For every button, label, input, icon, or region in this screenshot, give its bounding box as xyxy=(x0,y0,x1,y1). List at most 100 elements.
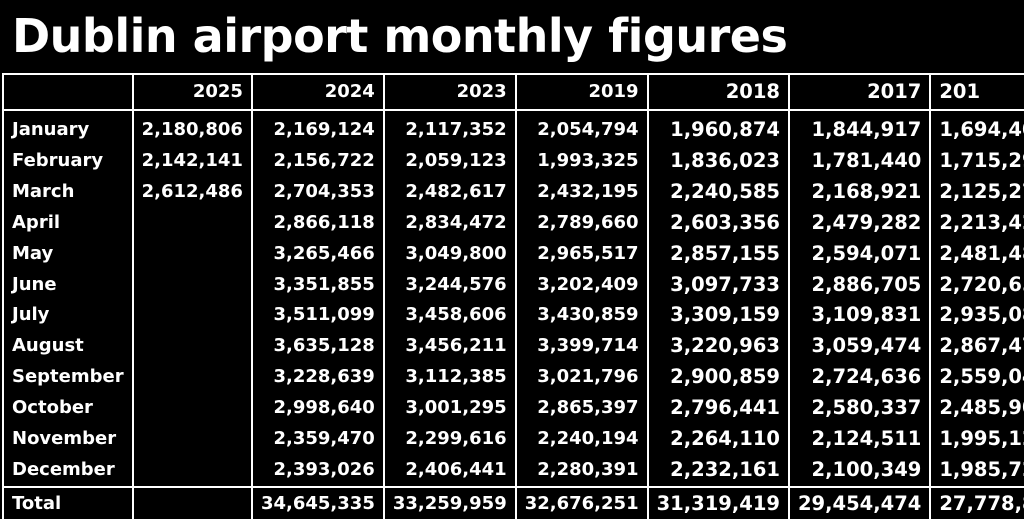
table-row: February 2,142,141 2,156,722 2,059,123 1,993… xyxy=(2,145,1024,177)
value-cell: 3,097,733 xyxy=(646,269,790,301)
value-cell: 2,481,48 xyxy=(929,238,1024,270)
value-cell: 1,995,12 xyxy=(929,424,1024,455)
year-header: 2018 xyxy=(646,73,790,111)
table-row: November 2,359,470 2,299,616 2,240,194 2,264… xyxy=(2,424,1024,455)
value-cell: 3,351,855 xyxy=(250,269,385,301)
value-cell: 2,867,47 xyxy=(929,331,1024,363)
year-header: 201 xyxy=(929,73,1024,111)
total-cell: 29,454,474 xyxy=(787,485,932,519)
value-cell: 2,796,441 xyxy=(646,393,790,425)
value-cell xyxy=(131,207,253,239)
value-cell: 2,232,161 xyxy=(646,454,790,487)
value-cell: 3,049,800 xyxy=(382,238,517,270)
value-cell: 2,156,722 xyxy=(250,145,385,177)
value-cell: 1,993,325 xyxy=(514,145,649,177)
value-cell: 2,900,859 xyxy=(646,362,790,394)
value-cell: 3,220,963 xyxy=(646,331,790,363)
value-cell: 2,169,124 xyxy=(250,110,385,146)
value-cell: 3,456,211 xyxy=(382,331,517,363)
month-label: February xyxy=(2,145,134,177)
value-cell: 2,857,155 xyxy=(646,238,790,270)
value-cell: 3,109,831 xyxy=(787,300,932,332)
value-cell: 1,781,440 xyxy=(787,145,932,177)
table-row: June 3,351,855 3,244,576 3,202,409 3,097,733… xyxy=(2,269,1024,301)
value-cell: 2,965,517 xyxy=(514,238,649,270)
value-cell: 3,458,606 xyxy=(382,300,517,332)
year-header: 2024 xyxy=(250,73,385,111)
value-cell: 3,265,466 xyxy=(250,238,385,270)
table-row: January 2,180,806 2,169,124 2,117,352 2,054,… xyxy=(2,110,1024,146)
value-cell: 2,612,486 xyxy=(131,176,253,208)
value-cell xyxy=(131,238,253,270)
value-cell: 2,240,194 xyxy=(514,424,649,455)
value-cell: 2,280,391 xyxy=(514,454,649,487)
value-cell xyxy=(131,362,253,394)
value-cell: 3,399,714 xyxy=(514,331,649,363)
month-label: January xyxy=(2,110,134,146)
table-row: March 2,612,486 2,704,353 2,482,617 2,432,19… xyxy=(2,176,1024,208)
year-header: 2019 xyxy=(514,73,649,111)
value-cell: 2,594,071 xyxy=(787,238,932,270)
value-cell: 2,485,90 xyxy=(929,393,1024,425)
value-cell: 2,603,356 xyxy=(646,207,790,239)
total-cell: 34,645,335 xyxy=(250,485,385,519)
month-label: March xyxy=(2,176,134,208)
value-cell: 3,244,576 xyxy=(382,269,517,301)
table-row: December 2,393,026 2,406,441 2,280,391 2,232… xyxy=(2,454,1024,487)
value-cell: 2,117,352 xyxy=(382,110,517,146)
value-cell: 2,406,441 xyxy=(382,454,517,487)
total-cell: 33,259,959 xyxy=(382,485,517,519)
value-cell: 2,720,65 xyxy=(929,269,1024,301)
value-cell: 2,124,511 xyxy=(787,424,932,455)
value-cell: 2,998,640 xyxy=(250,393,385,425)
value-cell: 2,359,470 xyxy=(250,424,385,455)
value-cell xyxy=(131,331,253,363)
month-label: June xyxy=(2,269,134,301)
value-cell: 1,985,72 xyxy=(929,454,1024,487)
value-cell: 3,228,639 xyxy=(250,362,385,394)
value-cell: 2,866,118 xyxy=(250,207,385,239)
year-header: 2025 xyxy=(131,73,253,111)
value-cell: 3,430,859 xyxy=(514,300,649,332)
month-label: August xyxy=(2,331,134,363)
value-cell: 1,715,29 xyxy=(929,145,1024,177)
value-cell: 2,054,794 xyxy=(514,110,649,146)
month-label: October xyxy=(2,393,134,425)
value-cell xyxy=(131,300,253,332)
table-body: January 2,180,806 2,169,124 2,117,352 2,054,… xyxy=(2,110,1024,487)
value-cell xyxy=(131,424,253,455)
value-cell: 2,559,04 xyxy=(929,362,1024,394)
value-cell: 2,100,349 xyxy=(787,454,932,487)
value-cell xyxy=(131,393,253,425)
value-cell: 1,694,40 xyxy=(929,110,1024,146)
value-cell: 2,834,472 xyxy=(382,207,517,239)
value-cell: 2,059,123 xyxy=(382,145,517,177)
month-label: July xyxy=(2,300,134,332)
value-cell: 2,865,397 xyxy=(514,393,649,425)
total-row: Total 34,645,335 33,259,959 32,676,251 3… xyxy=(2,485,1024,519)
value-cell: 2,142,141 xyxy=(131,145,253,177)
page-title: Dublin airport monthly figures xyxy=(12,9,788,63)
table-row: September 3,228,639 3,112,385 3,021,796 2,90… xyxy=(2,362,1024,394)
value-cell: 2,432,195 xyxy=(514,176,649,208)
value-cell: 2,264,110 xyxy=(646,424,790,455)
table-row: August 3,635,128 3,456,211 3,399,714 3,220,9… xyxy=(2,331,1024,363)
month-label: May xyxy=(2,238,134,270)
value-cell xyxy=(131,454,253,487)
table-row: May 3,265,466 3,049,800 2,965,517 2,857,155 2… xyxy=(2,238,1024,270)
value-cell: 3,001,295 xyxy=(382,393,517,425)
value-cell: 3,059,474 xyxy=(787,331,932,363)
value-cell: 1,844,917 xyxy=(787,110,932,146)
value-cell: 3,112,385 xyxy=(382,362,517,394)
month-label: November xyxy=(2,424,134,455)
value-cell: 2,724,636 xyxy=(787,362,932,394)
value-cell: 3,309,159 xyxy=(646,300,790,332)
value-cell: 1,836,023 xyxy=(646,145,790,177)
month-label: September xyxy=(2,362,134,394)
value-cell: 3,021,796 xyxy=(514,362,649,394)
total-cell: 32,676,251 xyxy=(514,485,649,519)
value-cell: 2,125,27 xyxy=(929,176,1024,208)
value-cell: 3,202,409 xyxy=(514,269,649,301)
header-row: 2025 2024 2023 2019 2018 2017 201 xyxy=(2,73,1024,111)
total-cell: 31,319,419 xyxy=(646,485,790,519)
